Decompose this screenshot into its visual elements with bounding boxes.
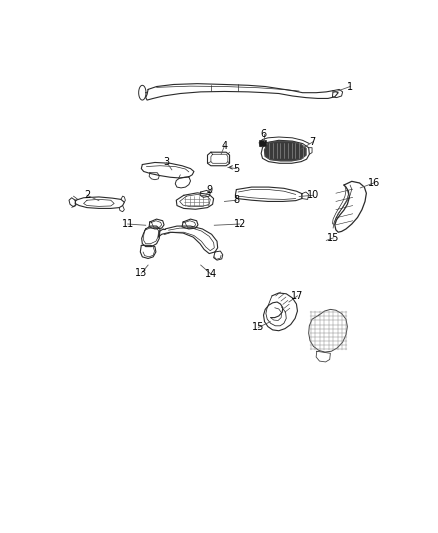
Text: 5: 5 [233,164,240,174]
Text: 9: 9 [206,185,212,195]
Text: 13: 13 [135,268,148,278]
Text: 10: 10 [307,190,319,200]
Text: 12: 12 [233,219,246,229]
Polygon shape [265,141,306,161]
Text: 17: 17 [291,291,304,301]
Text: 7: 7 [310,137,316,147]
Bar [259,140,266,146]
Text: 14: 14 [205,269,217,279]
Text: 6: 6 [261,129,267,139]
Text: 1: 1 [347,82,353,92]
Text: 11: 11 [122,219,134,229]
Text: 2: 2 [84,190,90,200]
Text: 16: 16 [368,178,380,188]
Text: 15: 15 [327,233,339,243]
Text: 3: 3 [164,157,170,167]
Text: 8: 8 [233,195,240,205]
Text: 4: 4 [222,141,227,151]
Text: 15: 15 [252,322,265,333]
